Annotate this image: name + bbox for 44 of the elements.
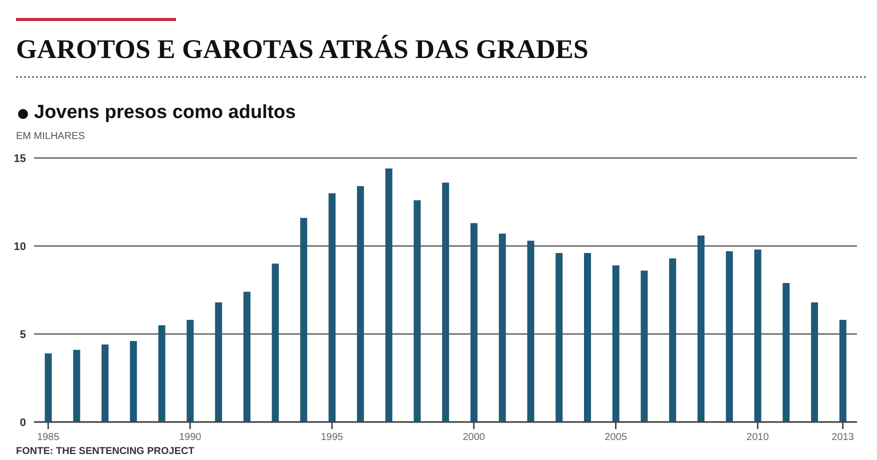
bar (300, 218, 308, 422)
bar (243, 292, 250, 422)
chart-subtitle: Jovens presos como adultos (34, 102, 296, 124)
bar (102, 344, 109, 422)
bar (498, 234, 506, 422)
chart-title: GAROTOS E GAROTAS ATRÁS DAS GRADES (16, 34, 588, 65)
y-tick-label: 5 (20, 328, 26, 341)
source-note: FONTE: THE SENTENCING PROJECT (16, 446, 194, 457)
bar (584, 253, 591, 422)
bar (44, 353, 52, 422)
bar (442, 182, 450, 422)
x-tick-label: 2005 (604, 432, 628, 443)
bar (726, 251, 733, 422)
bar (527, 240, 534, 422)
bar (640, 270, 648, 422)
bar (158, 325, 166, 422)
bar (698, 235, 705, 422)
bar (73, 350, 80, 422)
bar (811, 302, 818, 422)
bar (669, 258, 676, 422)
x-tick-label: 1995 (320, 432, 344, 443)
bar (754, 250, 762, 422)
bar (782, 282, 790, 422)
x-tick-label: 2010 (746, 432, 770, 443)
bar (130, 341, 137, 422)
bar (470, 223, 478, 422)
y-tick-label: 0 (20, 416, 26, 429)
bar (385, 168, 392, 422)
bar (272, 264, 279, 422)
bar (556, 253, 563, 422)
y-tick-label: 15 (14, 152, 26, 165)
x-tick-label: 1985 (37, 432, 60, 443)
bar (328, 193, 336, 422)
x-tick-label: 1990 (178, 432, 202, 443)
bar (839, 320, 846, 422)
y-tick-label: 10 (14, 240, 26, 253)
bar (612, 265, 620, 422)
bar (186, 320, 194, 422)
x-tick-label: 2000 (462, 432, 486, 443)
bar (356, 186, 364, 422)
y-axis-title: EM MILHARES (16, 131, 85, 142)
bar (414, 200, 421, 422)
bar (215, 302, 222, 422)
x-tick-label: 2013 (832, 432, 854, 443)
